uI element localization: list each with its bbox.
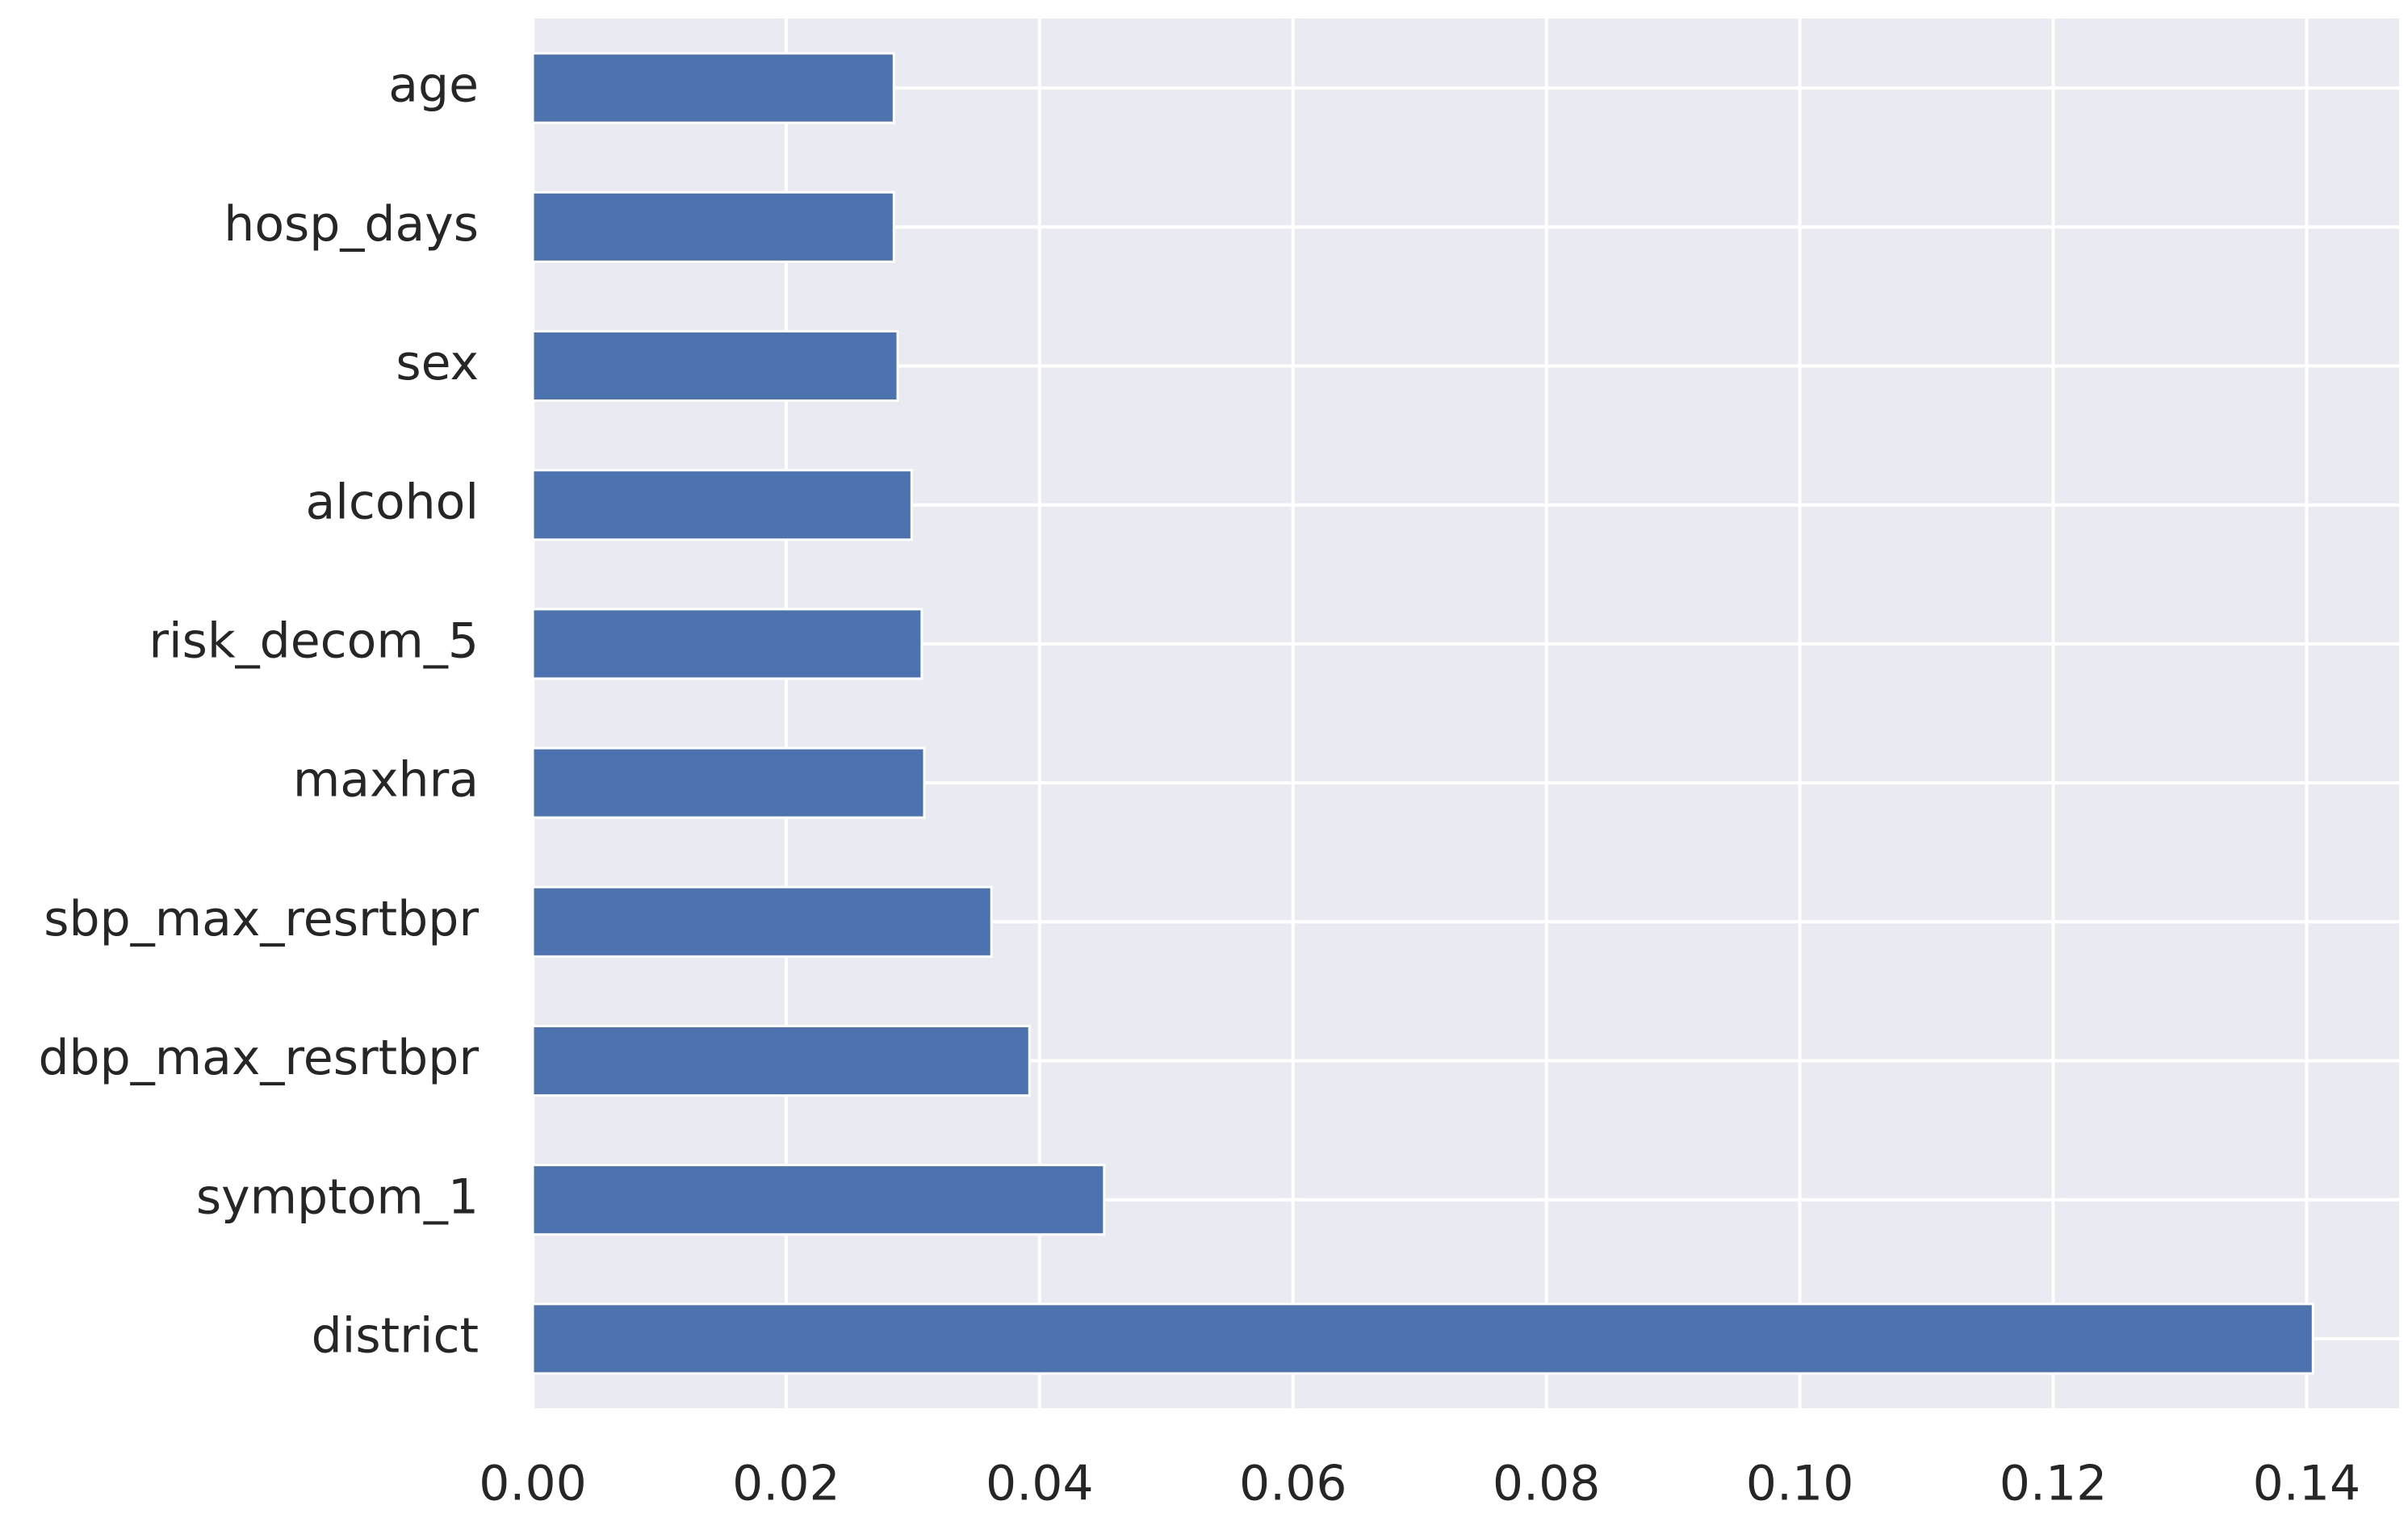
x-tick-label: 0.12 [2000, 1456, 2108, 1512]
bar [531, 469, 913, 541]
bar [531, 608, 923, 680]
x-tick-label: 0.08 [1493, 1456, 1601, 1512]
x-tick-label: 0.00 [479, 1456, 587, 1512]
x-tick-label: 0.10 [1746, 1456, 1854, 1512]
bar [531, 1302, 2314, 1375]
y-tick-label: age [388, 57, 479, 114]
y-tick-label: dbp_max_resrtbpr [38, 1030, 479, 1086]
bar [531, 746, 926, 819]
y-tick-label: hosp_days [224, 196, 479, 253]
x-tick-label: 0.04 [986, 1456, 1094, 1512]
bar [531, 1024, 1031, 1097]
y-tick-label: sbp_max_resrtbpr [44, 891, 479, 947]
y-tick-label: risk_decom_5 [149, 612, 479, 669]
bar [531, 1164, 1106, 1236]
bar [531, 885, 993, 958]
y-tick-label: alcohol [305, 474, 479, 530]
y-tick-label: sex [396, 335, 479, 391]
x-tick-label: 0.14 [2253, 1456, 2361, 1512]
bar [531, 52, 895, 124]
y-tick-label: district [312, 1307, 479, 1364]
x-tick-label: 0.06 [1239, 1456, 1347, 1512]
y-tick-label: maxhra [293, 752, 479, 809]
y-tick-label: symptom_1 [196, 1169, 479, 1225]
bar [531, 190, 895, 263]
x-tick-label: 0.02 [732, 1456, 840, 1512]
bar [531, 329, 899, 403]
